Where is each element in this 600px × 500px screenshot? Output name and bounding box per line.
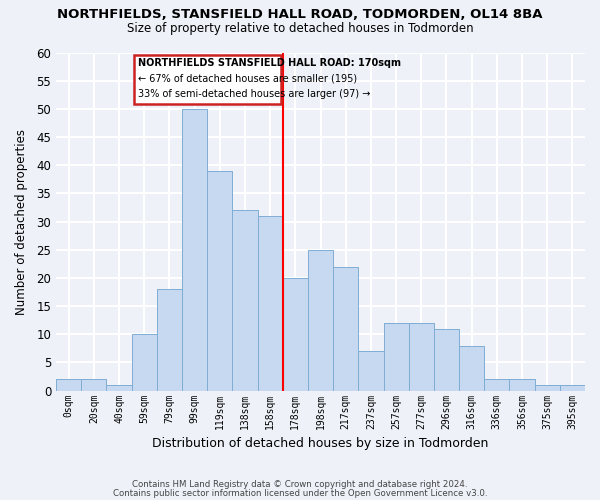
Text: 33% of semi-detached houses are larger (97) →: 33% of semi-detached houses are larger (… bbox=[138, 89, 370, 99]
Bar bbox=[358, 351, 383, 391]
X-axis label: Distribution of detached houses by size in Todmorden: Distribution of detached houses by size … bbox=[152, 437, 489, 450]
Bar bbox=[409, 323, 434, 390]
Y-axis label: Number of detached properties: Number of detached properties bbox=[15, 128, 28, 314]
Bar bbox=[182, 109, 207, 390]
Text: NORTHFIELDS, STANSFIELD HALL ROAD, TODMORDEN, OL14 8BA: NORTHFIELDS, STANSFIELD HALL ROAD, TODMO… bbox=[57, 8, 543, 20]
Text: Contains public sector information licensed under the Open Government Licence v3: Contains public sector information licen… bbox=[113, 488, 487, 498]
Bar bbox=[383, 323, 409, 390]
Bar bbox=[560, 385, 585, 390]
Bar bbox=[308, 250, 333, 390]
Bar bbox=[509, 380, 535, 390]
Bar bbox=[106, 385, 131, 390]
Bar bbox=[157, 289, 182, 390]
Bar bbox=[459, 346, 484, 391]
Bar bbox=[434, 328, 459, 390]
Text: NORTHFIELDS STANSFIELD HALL ROAD: 170sqm: NORTHFIELDS STANSFIELD HALL ROAD: 170sqm bbox=[138, 58, 401, 68]
Bar bbox=[484, 380, 509, 390]
Text: ← 67% of detached houses are smaller (195): ← 67% of detached houses are smaller (19… bbox=[138, 74, 357, 84]
Bar bbox=[207, 171, 232, 390]
Bar bbox=[257, 216, 283, 390]
FancyBboxPatch shape bbox=[134, 56, 281, 104]
Bar bbox=[81, 380, 106, 390]
Text: Contains HM Land Registry data © Crown copyright and database right 2024.: Contains HM Land Registry data © Crown c… bbox=[132, 480, 468, 489]
Bar bbox=[131, 334, 157, 390]
Text: Size of property relative to detached houses in Todmorden: Size of property relative to detached ho… bbox=[127, 22, 473, 35]
Bar bbox=[232, 210, 257, 390]
Bar bbox=[56, 380, 81, 390]
Bar bbox=[535, 385, 560, 390]
Bar bbox=[333, 266, 358, 390]
Bar bbox=[283, 278, 308, 390]
